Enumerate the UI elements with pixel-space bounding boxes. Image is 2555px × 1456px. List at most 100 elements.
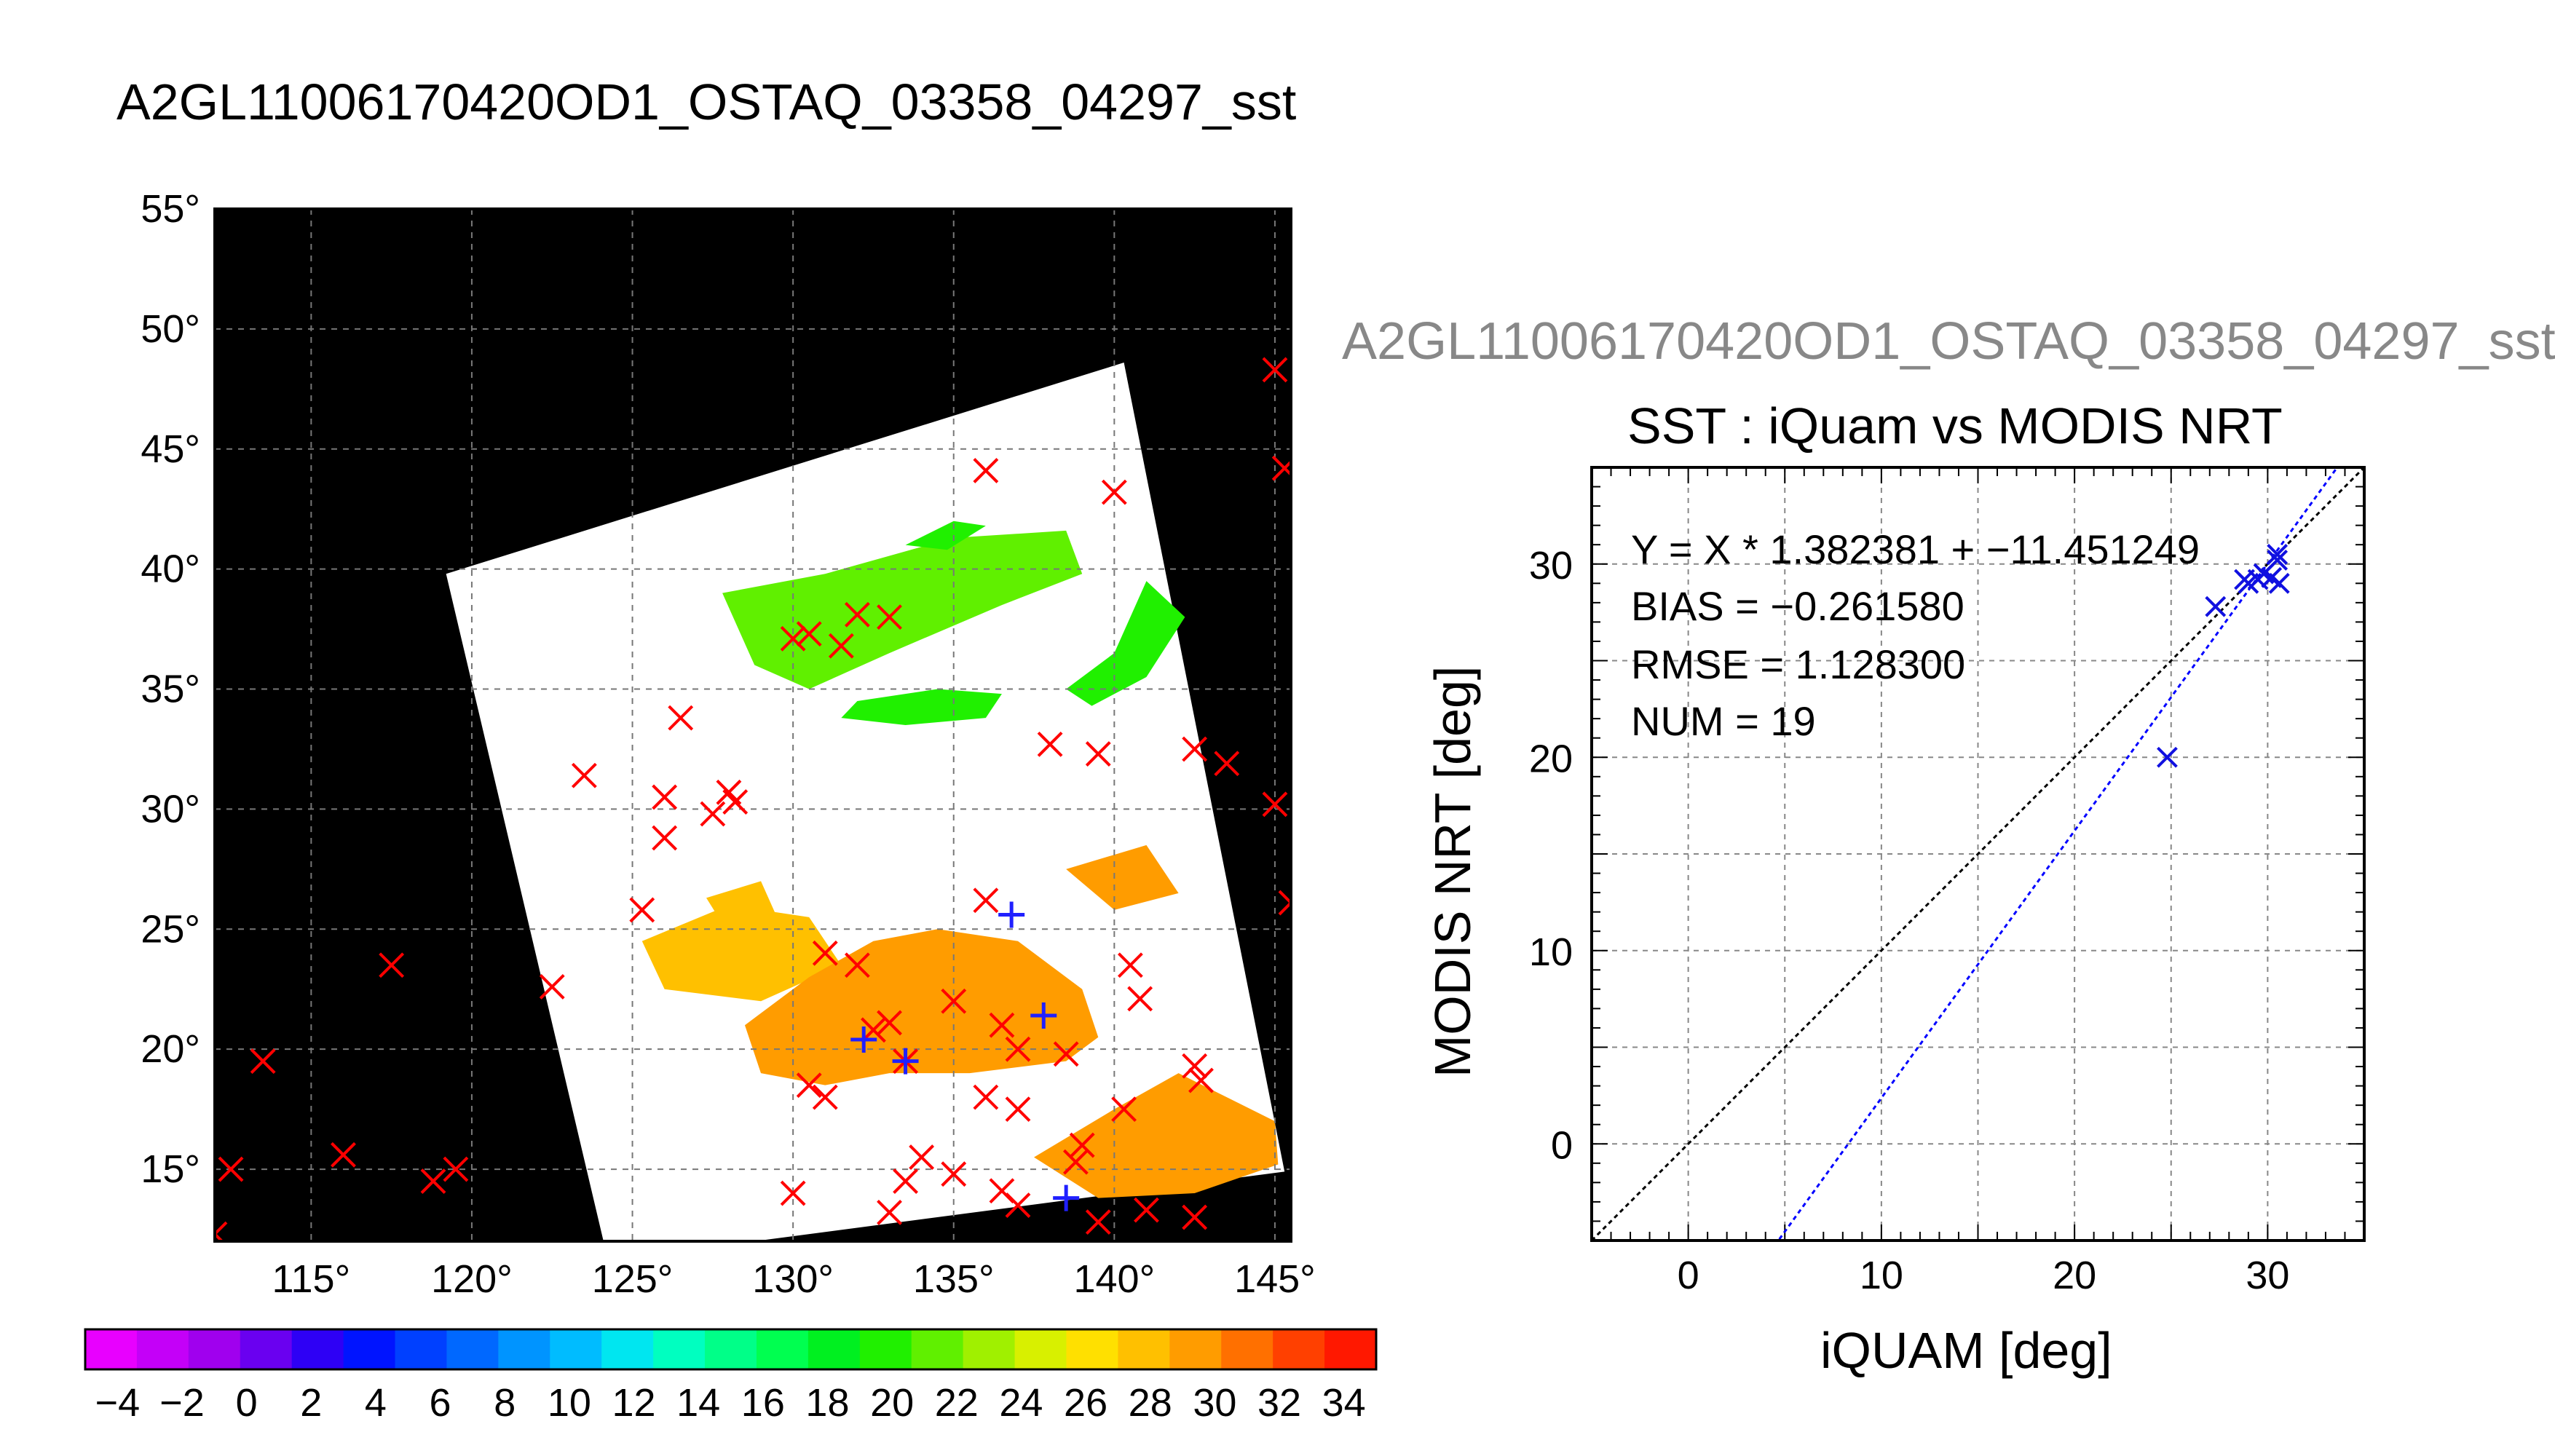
iquam-point-red bbox=[844, 601, 870, 628]
iquam-point-red bbox=[877, 1200, 902, 1225]
iquam-point-red bbox=[1069, 1132, 1095, 1158]
colorbar-swatch bbox=[446, 1329, 499, 1369]
iquam-point-red bbox=[780, 625, 806, 652]
iquam-point-red bbox=[1278, 890, 1291, 916]
iquam-point-red bbox=[652, 784, 678, 810]
colorbar-swatch bbox=[188, 1329, 241, 1369]
iquam-point-blue bbox=[892, 1048, 919, 1075]
regression-line bbox=[1777, 467, 2339, 1241]
iquam-point-red bbox=[1005, 1192, 1031, 1218]
scatter-point bbox=[2157, 746, 2178, 768]
colorbar-swatch bbox=[963, 1329, 1016, 1369]
sst-region-5 bbox=[706, 881, 781, 934]
iquam-point-red bbox=[420, 1168, 446, 1194]
colorbar-swatch bbox=[1014, 1329, 1067, 1369]
iquam-point-red bbox=[1037, 731, 1063, 757]
sst-region-0 bbox=[722, 530, 1083, 689]
colorbar-tick-label: 6 bbox=[430, 1381, 451, 1425]
iquam-point-red bbox=[1062, 1149, 1089, 1175]
iquam-point-red bbox=[1188, 1067, 1214, 1093]
iquam-point-red bbox=[877, 604, 902, 630]
iquam-point-blue bbox=[998, 901, 1025, 928]
iquam-point-red bbox=[1085, 741, 1111, 767]
iquam-point-red bbox=[1214, 751, 1240, 777]
colorbar-tick-label: 10 bbox=[548, 1381, 591, 1425]
iquam-point-red bbox=[215, 1221, 228, 1241]
colorbar-tick-label: 0 bbox=[236, 1381, 258, 1425]
scatter-x-tick-label: 10 bbox=[1860, 1254, 1903, 1297]
map-y-tick-label: 30° bbox=[141, 787, 200, 831]
map-y-tick-label: 25° bbox=[141, 907, 200, 951]
scatter-x-axis-label: iQUAM [deg] bbox=[1820, 1322, 2112, 1379]
iquam-point-red bbox=[443, 1156, 469, 1182]
map-x-tick-label: 135° bbox=[913, 1257, 995, 1301]
colorbar-swatch bbox=[911, 1329, 964, 1369]
colorbar-swatch bbox=[291, 1329, 344, 1369]
colorbar-swatch bbox=[240, 1329, 293, 1369]
colorbar-swatch bbox=[705, 1329, 757, 1369]
colorbar-swatch bbox=[1273, 1329, 1325, 1369]
iquam-point-red bbox=[629, 897, 655, 923]
scatter-x-tick-label: 20 bbox=[2053, 1254, 2096, 1297]
iquam-point-red bbox=[844, 952, 870, 978]
scatter-y-axis-label: MODIS NRT [deg] bbox=[1424, 665, 1481, 1077]
iquam-point-red bbox=[571, 762, 597, 788]
iquam-point-red bbox=[973, 887, 999, 914]
iquam-point-red bbox=[973, 458, 999, 483]
iquam-point-red bbox=[218, 1156, 244, 1182]
iquam-point-red bbox=[861, 1017, 886, 1043]
map-y-tick-label: 15° bbox=[141, 1147, 200, 1191]
iquam-point-red bbox=[973, 1084, 999, 1110]
colorbar-tick-label: 18 bbox=[805, 1381, 849, 1425]
colorbar-tick-label: 14 bbox=[676, 1381, 720, 1425]
scatter-title: SST : iQuam vs MODIS NRT bbox=[1627, 397, 2283, 454]
iquam-point-red bbox=[700, 801, 726, 827]
iquam-point-red bbox=[1111, 1096, 1137, 1123]
rmse-stat: RMSE = 1.128300 bbox=[1631, 641, 1966, 687]
map-y-tick-label: 40° bbox=[141, 547, 200, 591]
colorbar-swatch bbox=[395, 1329, 448, 1369]
iquam-point-red bbox=[1005, 1096, 1031, 1123]
colorbar-swatch bbox=[1169, 1329, 1222, 1369]
iquam-point-red bbox=[1005, 1036, 1031, 1062]
colorbar-swatch bbox=[136, 1329, 189, 1369]
iquam-point-red bbox=[539, 974, 565, 1000]
iquam-point-red bbox=[1271, 455, 1291, 481]
colorbar-swatch bbox=[343, 1329, 396, 1369]
scatter-y-tick-label: 10 bbox=[1529, 930, 1573, 974]
scatter-point bbox=[2253, 563, 2275, 585]
one-to-one-line bbox=[1592, 467, 2364, 1241]
iquam-point-red bbox=[1117, 952, 1143, 978]
iquam-point-red bbox=[668, 705, 694, 731]
iquam-point-red bbox=[796, 621, 822, 647]
scatter-y-tick-label: 30 bbox=[1529, 544, 1573, 587]
colorbar-tick-label: −2 bbox=[159, 1381, 205, 1425]
colorbar-swatch bbox=[756, 1329, 809, 1369]
sst-region-6 bbox=[744, 929, 1099, 1085]
map-y-tick-label: 45° bbox=[141, 427, 200, 471]
iquam-point-red bbox=[1182, 1204, 1208, 1230]
map-frame bbox=[213, 207, 1292, 1243]
colorbar-tick-label: 20 bbox=[870, 1381, 914, 1425]
colorbar-tick-label: 28 bbox=[1129, 1381, 1172, 1425]
scatter-y-tick-label: 0 bbox=[1551, 1123, 1573, 1167]
iquam-point-red bbox=[828, 633, 854, 659]
iquam-point-blue bbox=[1030, 1002, 1057, 1029]
map-y-tick-label: 20° bbox=[141, 1027, 200, 1071]
iquam-point-red bbox=[941, 988, 967, 1014]
iquam-point-red bbox=[893, 1168, 918, 1194]
colorbar-tick-label: 8 bbox=[494, 1381, 516, 1425]
scatter-x-tick-label: 0 bbox=[1678, 1254, 1699, 1297]
colorbar-swatch bbox=[1066, 1329, 1118, 1369]
iquam-point-red bbox=[1085, 1209, 1111, 1235]
colorbar-swatch bbox=[85, 1329, 138, 1369]
iquam-point-red bbox=[909, 1144, 935, 1170]
colorbar-tick-label: 30 bbox=[1193, 1381, 1236, 1425]
colorbar-swatch bbox=[550, 1329, 602, 1369]
iquam-point-blue bbox=[1053, 1184, 1080, 1211]
iquam-point-red bbox=[379, 952, 405, 978]
iquam-point-red bbox=[1262, 791, 1288, 818]
map-x-tick-label: 145° bbox=[1234, 1257, 1316, 1301]
